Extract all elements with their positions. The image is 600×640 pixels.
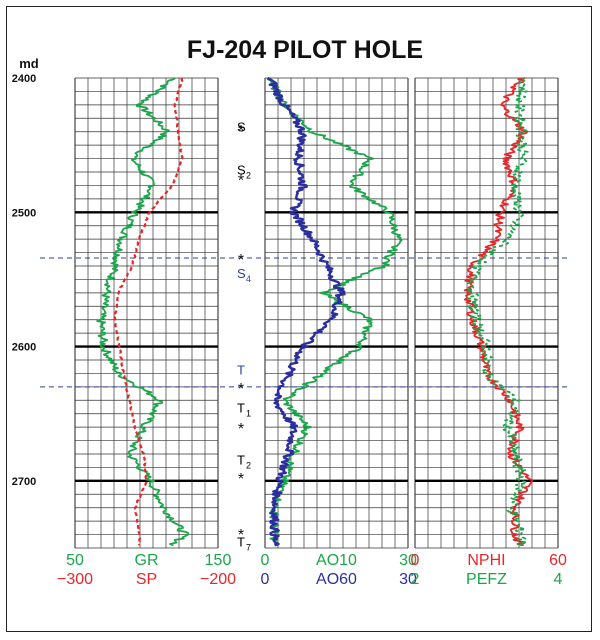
scale-right-pefz: 4	[554, 571, 563, 588]
marker-label: S	[237, 266, 246, 281]
curve-ao60	[267, 76, 346, 547]
scale-left-nphi: 0	[411, 552, 420, 569]
scale-left-sp: −300	[57, 571, 93, 588]
marker-5: T 1*	[237, 400, 251, 438]
marker-star: *	[238, 471, 244, 488]
scale-curve-ao10: AO10	[316, 552, 357, 569]
marker-star: *	[238, 421, 244, 438]
marker-subscript: 2	[246, 171, 251, 181]
curve-sp	[113, 77, 184, 546]
scale-right-sp: −200	[200, 571, 236, 588]
scale-curve-sp: SP	[136, 571, 157, 588]
track-grid-3	[414, 77, 559, 549]
scale-right-gr: 150	[205, 552, 232, 569]
marker-label: S	[237, 120, 246, 135]
marker-3: S 4*	[237, 252, 251, 284]
marker-label: T	[237, 363, 245, 378]
marker-subscript: 7	[246, 543, 251, 553]
scale-curve-nphi: NPHI	[467, 552, 505, 569]
marker-label: T	[237, 400, 245, 415]
marker-label: T	[237, 535, 245, 550]
scale-left-ao60: 0	[261, 571, 270, 588]
depth-tick-label: 2400	[12, 73, 36, 85]
chart-frame	[6, 6, 592, 632]
marker-star: *	[238, 527, 244, 544]
depth-tick-label: 2700	[12, 476, 36, 488]
marker-star: *	[238, 123, 244, 140]
marker-1: S*	[237, 120, 246, 140]
marker-star: *	[238, 173, 244, 190]
marker-star: *	[238, 381, 244, 398]
scale-left-gr: 50	[66, 552, 84, 569]
scale-curve-gr: GR	[135, 552, 159, 569]
chart-title: FJ-204 PILOT HOLE	[187, 36, 423, 64]
marker-4: T*	[237, 363, 245, 398]
marker-star: *	[238, 252, 244, 269]
scale-left-ao10: 0	[261, 552, 270, 569]
depth-unit-label: md	[19, 56, 39, 71]
marker-6: T 2*	[237, 453, 251, 488]
scale-left-pefz: 2	[411, 571, 420, 588]
marker-label: S	[237, 163, 246, 178]
marker-subscript: 2	[246, 461, 251, 471]
depth-tick-label: 2500	[12, 207, 36, 219]
depth-tick-label: 2600	[12, 342, 36, 354]
marker-subscript: 1	[246, 408, 251, 418]
scale-right-ao10: 30	[399, 552, 417, 569]
scale-curve-pefz: PEFZ	[466, 571, 507, 588]
scale-right-ao60: 30	[399, 571, 417, 588]
scale-curve-ao60: AO60	[316, 571, 357, 588]
marker-7: T 7*	[237, 527, 251, 552]
marker-subscript: 4	[246, 274, 251, 284]
scale-right-nphi: 60	[549, 552, 567, 569]
marker-2: S 2*	[237, 163, 251, 190]
curve-ao10	[266, 77, 403, 547]
marker-label: T	[237, 453, 245, 468]
curve-gr	[96, 77, 190, 547]
